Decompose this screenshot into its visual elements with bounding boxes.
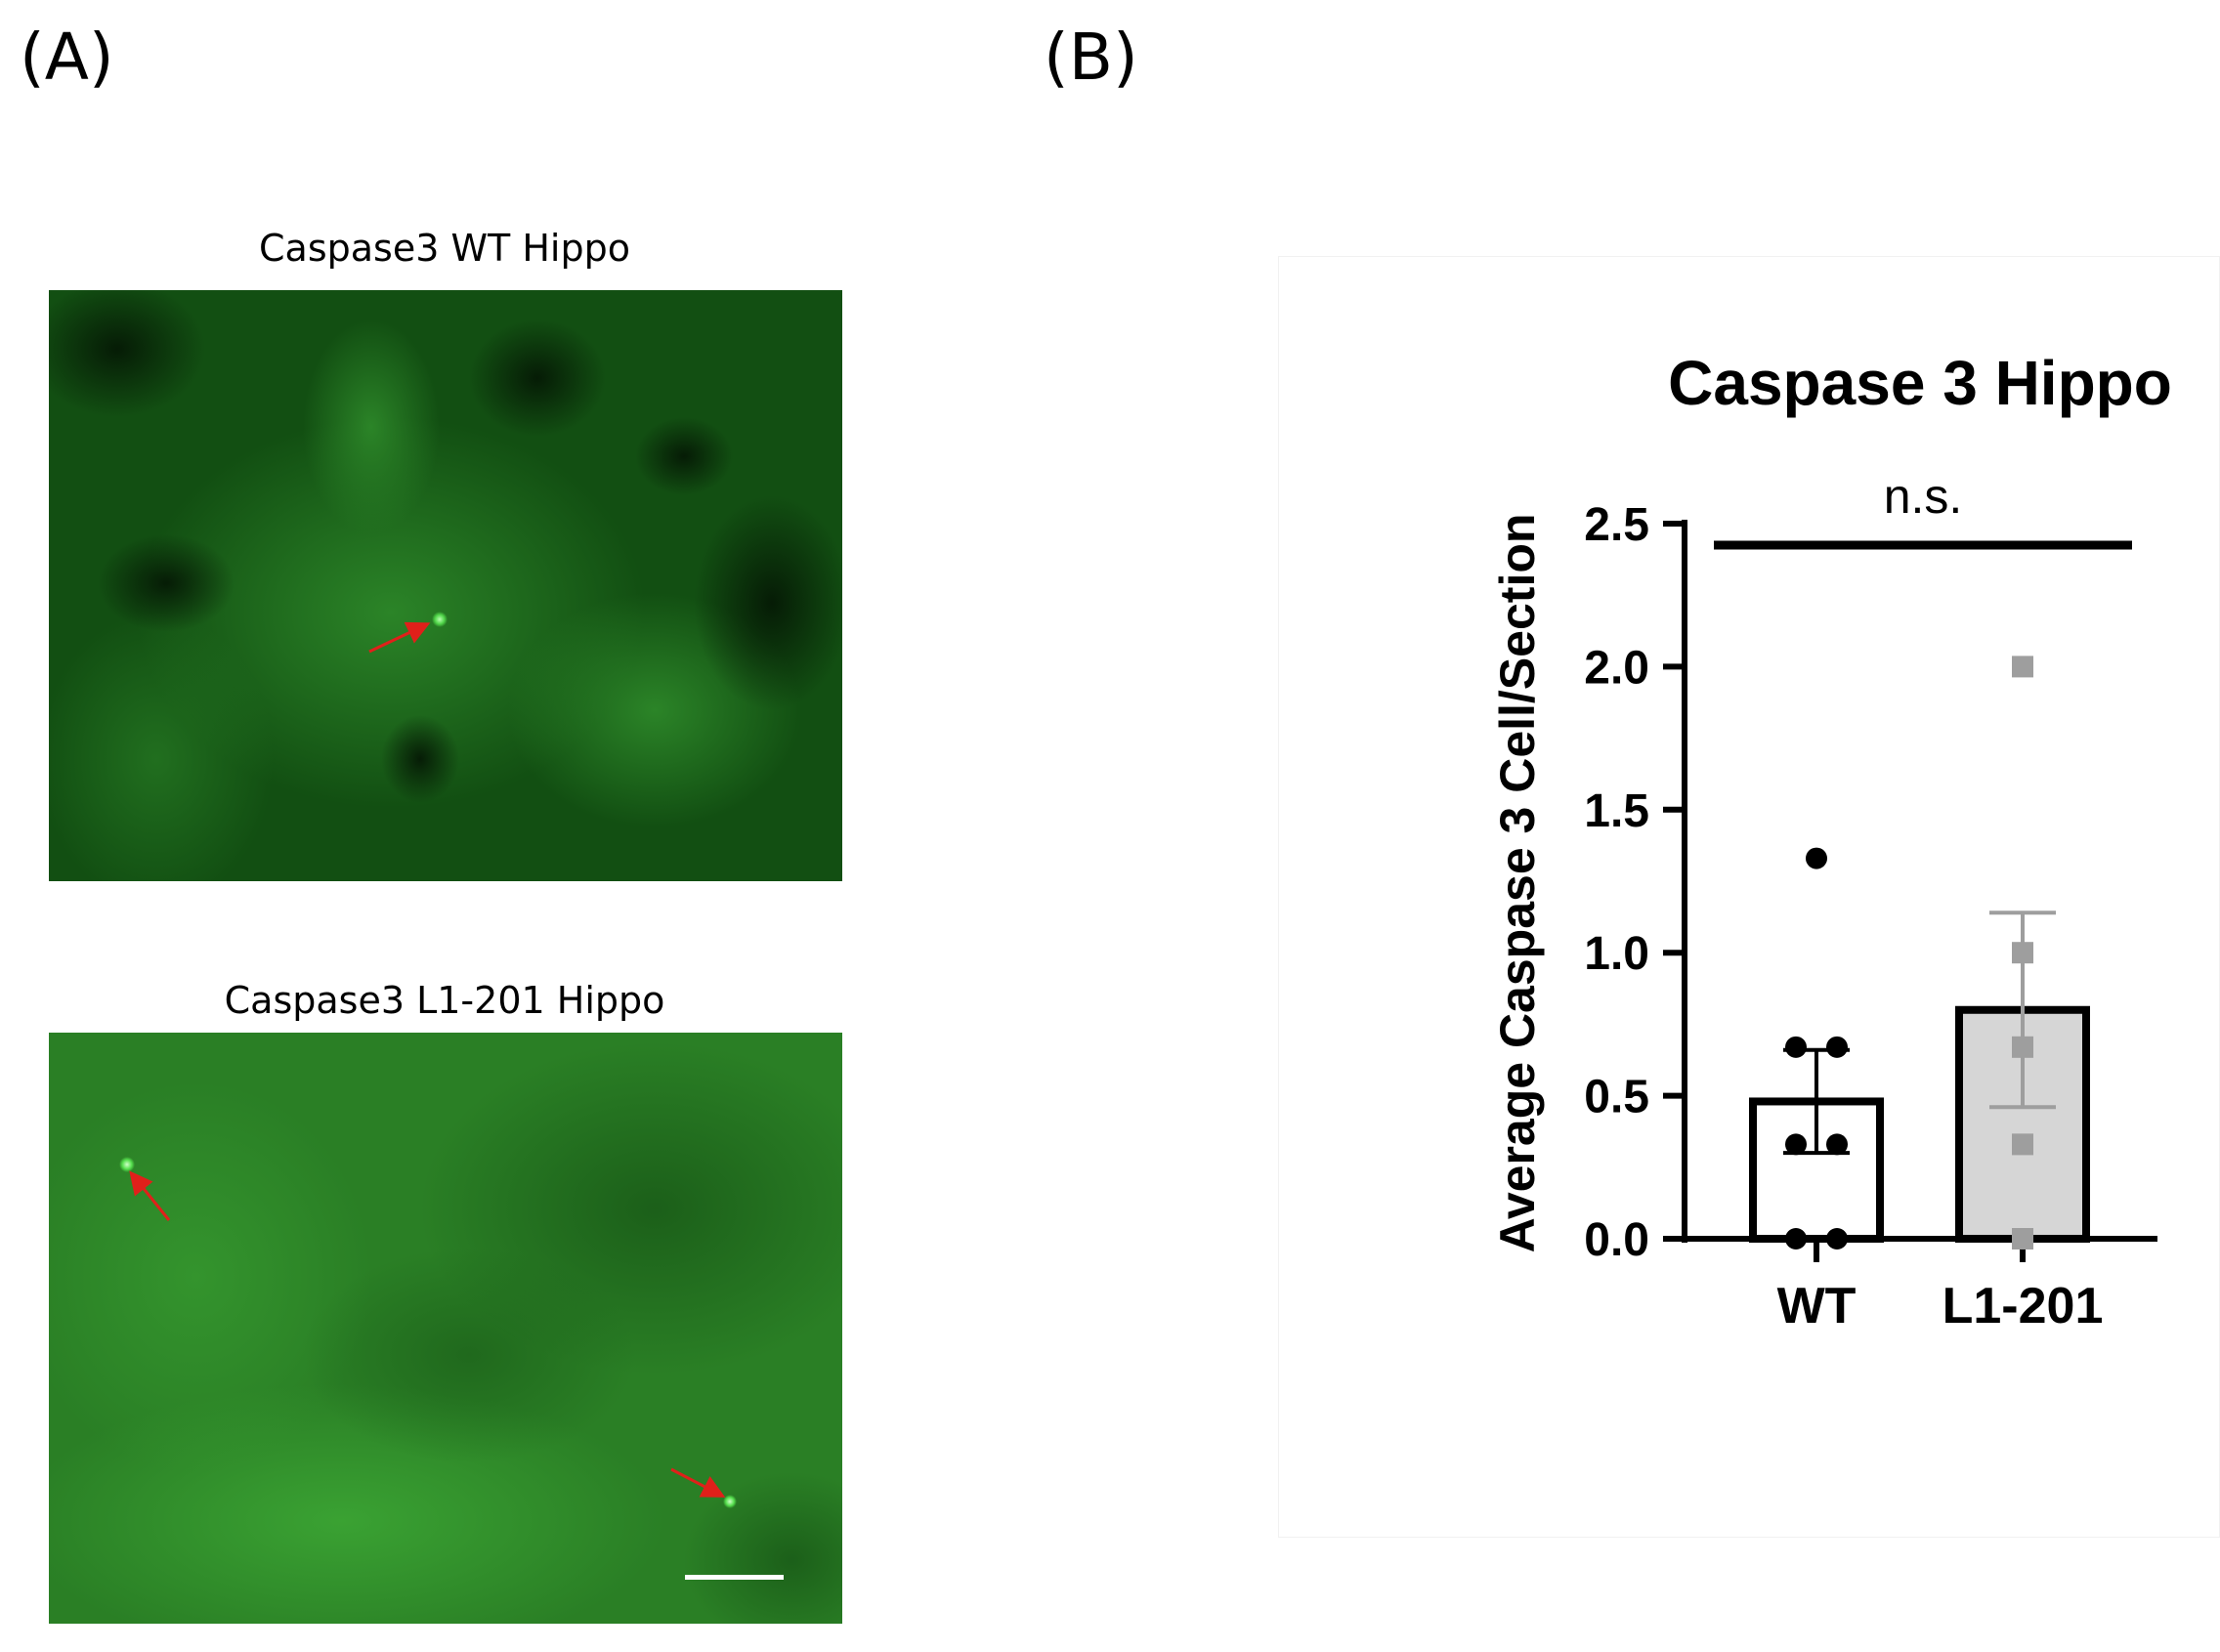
data-point xyxy=(1785,1228,1807,1250)
y-tick-label: 2.0 xyxy=(1584,642,1649,694)
y-tick-label: 1.0 xyxy=(1584,928,1649,980)
y-tick-label: 0.0 xyxy=(1584,1214,1649,1266)
y-tick-label: 0.5 xyxy=(1584,1072,1649,1123)
data-point xyxy=(2012,1228,2033,1250)
plot-area: 0.0 0.5 1.0 1.5 2.0 2.5 WT L1-201 xyxy=(1584,499,2157,1334)
bar-chart: Caspase 3 Hippo Average Caspase 3 Cell/S… xyxy=(1490,348,2172,1334)
chart-frame xyxy=(1278,256,2220,1538)
x-tick-label: L1-201 xyxy=(1942,1278,2104,1334)
panel-a-label: (A) xyxy=(20,20,114,95)
data-point xyxy=(2012,942,2033,964)
micrograph-l1-201 xyxy=(49,1033,842,1624)
data-point xyxy=(2012,1133,2033,1156)
micrograph-l1-201-image xyxy=(49,1042,842,1624)
x-tick-label: WT xyxy=(1777,1278,1857,1334)
data-point xyxy=(1826,1228,1848,1250)
panel-b-label: (B) xyxy=(1044,20,1138,95)
data-point xyxy=(2012,1036,2033,1058)
data-point xyxy=(1826,1036,1848,1058)
micrograph-title-wt: Caspase3 WT Hippo xyxy=(259,227,630,270)
data-point xyxy=(1826,1133,1848,1156)
micrograph-wt-image xyxy=(49,290,842,881)
micrograph-wt xyxy=(49,290,842,881)
data-point xyxy=(2012,656,2033,678)
y-tick-label: 2.5 xyxy=(1584,499,1649,551)
data-point xyxy=(1785,1036,1807,1058)
y-tick-label: 1.5 xyxy=(1584,785,1649,837)
y-axis-label: Average Caspase 3 Cell/Section xyxy=(1490,514,1545,1253)
chart-title: Caspase 3 Hippo xyxy=(1668,348,2172,418)
micrograph-title-l1-201: Caspase3 L1-201 Hippo xyxy=(224,979,665,1022)
significance-label: n.s. xyxy=(1884,469,1963,524)
scale-bar xyxy=(685,1575,784,1580)
data-point xyxy=(1806,847,1827,869)
data-point xyxy=(1785,1133,1807,1156)
